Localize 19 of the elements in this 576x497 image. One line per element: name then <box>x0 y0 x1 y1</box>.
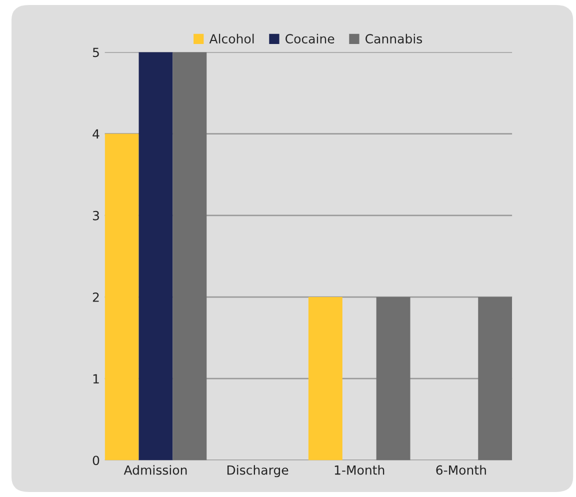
y-tick-label: 2 <box>92 292 99 302</box>
x-tick-label: Discharge <box>227 465 288 478</box>
bar <box>308 297 342 460</box>
bar <box>104 134 139 460</box>
bar <box>376 297 410 460</box>
bar <box>138 52 173 460</box>
bar <box>172 52 207 460</box>
y-tick-label: 0 <box>92 456 100 466</box>
y-tick-label: 3 <box>92 210 99 220</box>
y-tick-label: 1 <box>93 374 99 384</box>
bar <box>478 297 512 460</box>
legend-label: Alcohol <box>209 34 254 44</box>
x-tick-label: Admission <box>124 465 187 475</box>
x-tick-label: 1-Month <box>334 465 384 475</box>
y-tick-label: 5 <box>92 48 99 58</box>
y-tick-label: 4 <box>92 129 100 139</box>
legend-label: Cannabis <box>366 34 422 44</box>
legend-label: Cocaine <box>286 34 334 44</box>
x-tick-label: 6-Month <box>436 465 486 475</box>
